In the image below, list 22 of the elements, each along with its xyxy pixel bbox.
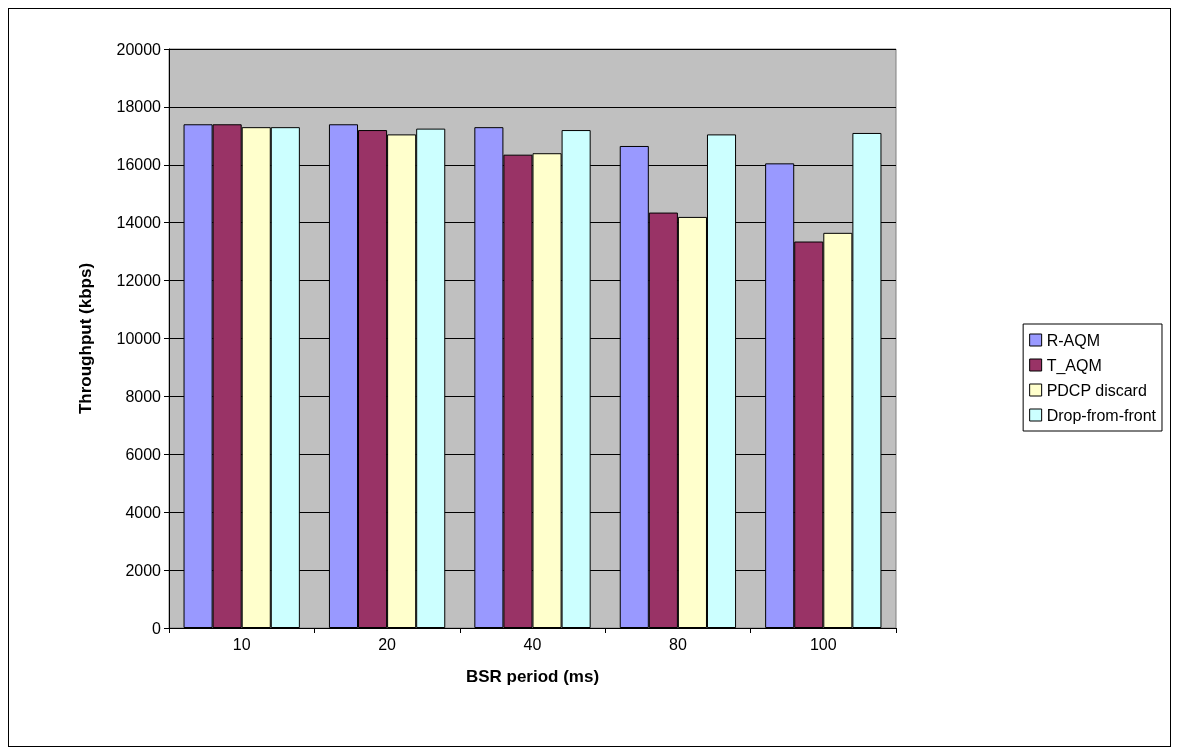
y-tick-label: 18000 bbox=[116, 98, 162, 116]
x-tick-label: 80 bbox=[669, 635, 687, 653]
x-tick-label: 10 bbox=[232, 635, 251, 653]
y-tick-label: 16000 bbox=[116, 156, 162, 174]
y-tick-label: 20000 bbox=[116, 40, 162, 58]
x-tick-label: 40 bbox=[523, 635, 542, 653]
y-tick-label: 2000 bbox=[125, 561, 162, 579]
legend-label: PDCP discard bbox=[1046, 381, 1147, 399]
legend-label: T_AQM bbox=[1046, 356, 1102, 375]
x-tick-label: 100 bbox=[809, 635, 837, 653]
x-axis-title: BSR period (ms) bbox=[465, 667, 600, 686]
y-tick-label: 12000 bbox=[116, 272, 162, 290]
y-tick-label: 6000 bbox=[125, 445, 162, 463]
y-tick-label: 4000 bbox=[125, 503, 162, 521]
x-tick-label: 20 bbox=[378, 635, 397, 653]
y-axis-title: Throughput (kbps) bbox=[76, 262, 95, 415]
y-tick-label: 10000 bbox=[116, 330, 162, 347]
legend-label: Drop-from-front bbox=[1046, 406, 1157, 424]
y-tick-label: 14000 bbox=[116, 214, 162, 232]
y-tick-label: 8000 bbox=[125, 387, 162, 405]
y-tick-label: 0 bbox=[152, 619, 162, 637]
legend-label: R-AQM bbox=[1046, 331, 1100, 349]
